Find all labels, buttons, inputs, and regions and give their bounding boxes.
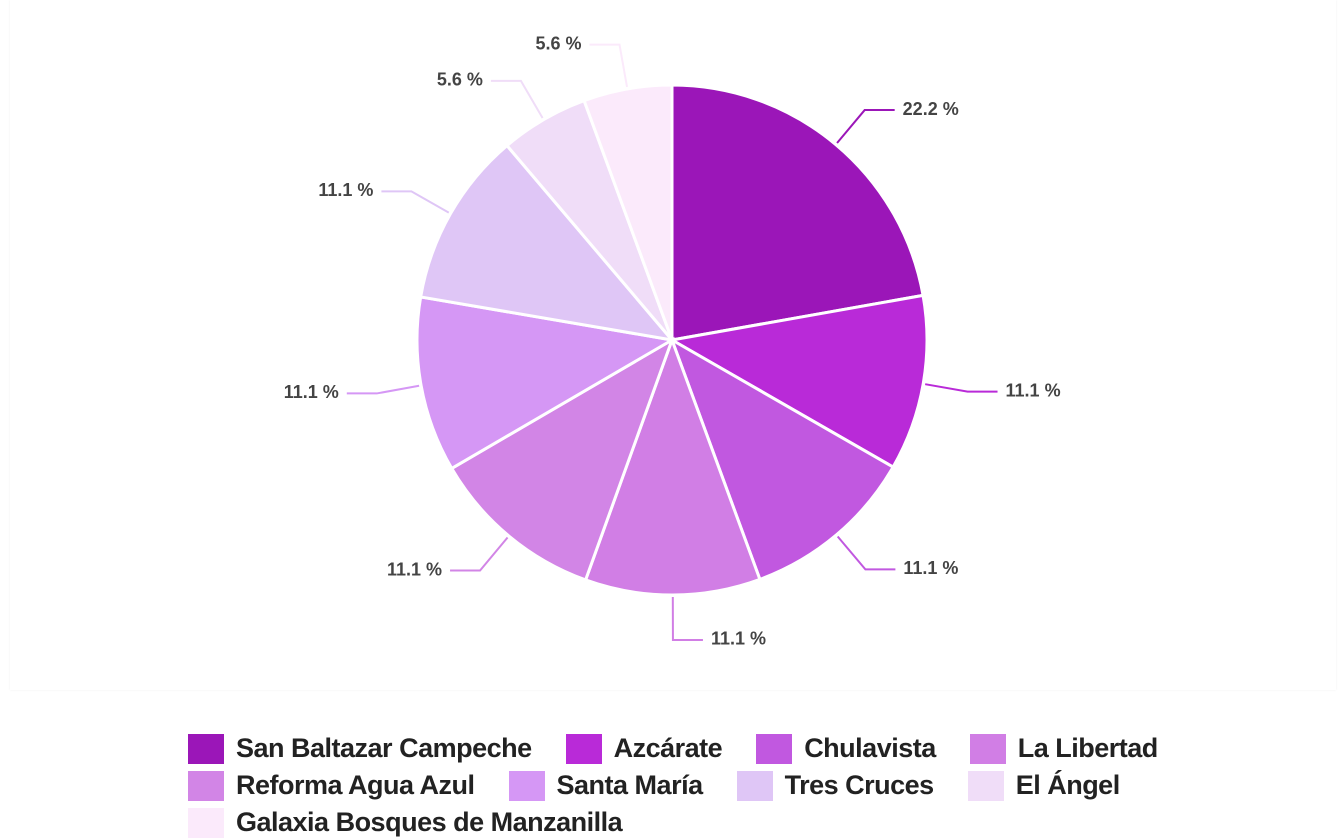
legend-item: Galaxia Bosques de Manzanilla bbox=[188, 807, 623, 838]
data-label: 11.1 % bbox=[284, 382, 339, 402]
legend-swatch bbox=[969, 733, 1006, 764]
data-label: 11.1 % bbox=[903, 558, 958, 578]
pie-slice bbox=[418, 143, 676, 343]
pie-slice bbox=[583, 335, 762, 597]
legend-item: Reforma Agua Azul bbox=[188, 770, 475, 801]
pie-slice bbox=[582, 83, 674, 341]
legend-item: El Ángel bbox=[967, 770, 1121, 801]
data-label: 5.6 % bbox=[535, 33, 581, 53]
legend-item: Chulavista bbox=[756, 733, 936, 764]
legend-item: Tres Cruces bbox=[736, 770, 935, 801]
legend-swatch bbox=[188, 807, 224, 838]
pie-slice bbox=[669, 336, 896, 582]
chart: 22.2 % 11.1 % 11.1 % 11.1 % 11.1 % 11.1 % 11.1… bbox=[284, 33, 1061, 649]
data-label: 22.2 % bbox=[903, 99, 959, 119]
legend-swatch bbox=[508, 770, 545, 801]
legend-swatch bbox=[736, 770, 773, 801]
leader-line bbox=[925, 383, 998, 393]
data-label: 11.1 % bbox=[1006, 380, 1061, 400]
legend-item: La Libertad bbox=[969, 733, 1159, 764]
legend-swatch bbox=[967, 770, 1004, 801]
data-label: 11.1 % bbox=[711, 629, 766, 649]
legend: San Baltazar Campeche Azcárate Chulavista L… bbox=[188, 733, 1178, 838]
legend-label: San Baltazar Campeche bbox=[236, 733, 532, 763]
legend-swatch bbox=[565, 733, 602, 764]
legend-label: Galaxia Bosques de Manzanilla bbox=[236, 807, 623, 837]
leader-line bbox=[589, 43, 629, 88]
leader-line bbox=[490, 79, 544, 119]
data-label: 11.1 % bbox=[387, 559, 442, 579]
data-label: 11.1 % bbox=[318, 180, 373, 200]
leader-line bbox=[346, 384, 420, 395]
legend-swatch bbox=[188, 733, 224, 764]
legend-item: San Baltazar Campeche bbox=[188, 733, 532, 764]
legend-swatch bbox=[756, 733, 793, 764]
pie-slice bbox=[670, 83, 925, 342]
legend-swatch bbox=[188, 770, 224, 801]
legend-item: Santa María bbox=[508, 770, 704, 801]
leader-line bbox=[671, 596, 703, 641]
legend-item: Azcárate bbox=[565, 733, 723, 764]
legend-label: Azcárate bbox=[613, 733, 723, 763]
leader-line bbox=[381, 190, 450, 214]
pie-slice bbox=[449, 336, 675, 582]
legend-label: Reforma Agua Azul bbox=[236, 770, 475, 800]
data-label: 5.6 % bbox=[437, 70, 483, 90]
pie-slice bbox=[667, 293, 929, 470]
legend-label: La Libertad bbox=[1017, 733, 1159, 763]
legend-label: Chulavista bbox=[804, 733, 936, 763]
legend-label: Tres Cruces bbox=[784, 770, 935, 800]
legend-label: El Ángel bbox=[1015, 770, 1121, 800]
legend-label: Santa María bbox=[556, 770, 704, 800]
pie-slice bbox=[415, 295, 677, 471]
leader-line bbox=[836, 109, 895, 144]
leader-line bbox=[836, 535, 896, 571]
leader-line bbox=[450, 536, 509, 572]
